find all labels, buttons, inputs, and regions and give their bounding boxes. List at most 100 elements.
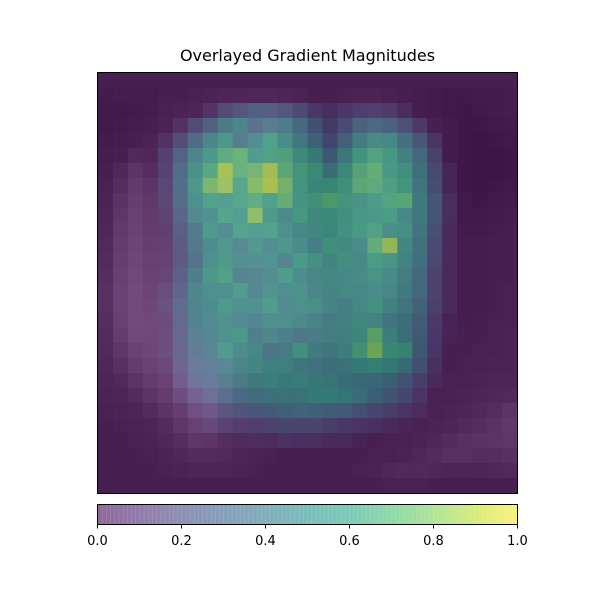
heatmap-cell xyxy=(472,343,488,359)
heatmap-cell xyxy=(337,268,353,284)
heatmap-cell xyxy=(397,163,413,179)
heatmap-cell xyxy=(112,343,129,359)
heatmap-cell xyxy=(442,178,458,194)
heatmap-cell xyxy=(262,418,279,434)
heatmap-cell xyxy=(157,463,174,479)
heatmap-cell xyxy=(307,208,324,224)
heatmap-cell xyxy=(322,268,339,284)
heatmap-cell xyxy=(307,313,324,329)
heatmap-cell xyxy=(127,73,144,89)
heatmap-cell xyxy=(217,193,234,209)
heatmap-cell xyxy=(337,343,353,359)
heatmap-cell xyxy=(98,283,114,299)
heatmap-cell xyxy=(232,358,249,374)
heatmap-cell xyxy=(322,478,339,494)
heatmap-cell xyxy=(307,268,324,284)
heatmap-cell xyxy=(142,88,159,104)
heatmap-cell xyxy=(98,223,114,239)
heatmap-cell xyxy=(322,403,339,419)
heatmap-cell xyxy=(442,163,458,179)
heatmap-cell xyxy=(502,193,518,209)
heatmap-cell xyxy=(352,253,368,269)
heatmap-cell xyxy=(232,343,249,359)
heatmap-cell xyxy=(217,148,234,164)
heatmap-cell xyxy=(382,163,398,179)
heatmap-cell xyxy=(307,373,324,389)
heatmap-cell xyxy=(457,238,473,254)
heatmap-cell xyxy=(262,328,279,344)
heatmap-cell xyxy=(187,313,204,329)
heatmap-cell xyxy=(98,193,114,209)
heatmap-cell xyxy=(112,298,129,314)
heatmap-cell xyxy=(277,163,294,179)
heatmap-cell xyxy=(262,448,279,464)
heatmap-cell xyxy=(487,388,503,404)
heatmap-cell xyxy=(307,358,324,374)
heatmap-cell xyxy=(487,148,503,164)
heatmap-cell xyxy=(442,118,458,134)
heatmap-cell xyxy=(352,433,368,449)
heatmap-cell xyxy=(457,478,473,494)
heatmap-cell xyxy=(127,403,144,419)
heatmap-cell xyxy=(172,403,189,419)
heatmap-cell xyxy=(352,283,368,299)
heatmap-cell xyxy=(382,253,398,269)
heatmap-cell xyxy=(292,253,309,269)
heatmap-cell xyxy=(172,433,189,449)
heatmap-cell xyxy=(442,103,458,119)
heatmap-cell xyxy=(277,208,294,224)
heatmap-cell xyxy=(367,388,383,404)
heatmap-cell xyxy=(487,73,503,89)
heatmap-cell xyxy=(427,223,443,239)
heatmap-cell xyxy=(247,388,264,404)
heatmap-cell xyxy=(427,163,443,179)
heatmap-cell xyxy=(232,403,249,419)
heatmap-cell xyxy=(352,88,368,104)
heatmap-cell xyxy=(502,283,518,299)
heatmap-cell xyxy=(397,463,413,479)
heatmap-cell xyxy=(307,73,324,89)
heatmap-cell xyxy=(217,223,234,239)
heatmap-cell xyxy=(472,103,488,119)
heatmap-cell xyxy=(397,118,413,134)
heatmap-cell xyxy=(292,433,309,449)
heatmap-cell xyxy=(292,103,309,119)
heatmap-cell xyxy=(157,208,174,224)
heatmap-cell xyxy=(457,268,473,284)
heatmap-cell xyxy=(397,418,413,434)
heatmap-cell xyxy=(442,133,458,149)
heatmap-cell xyxy=(202,358,219,374)
heatmap-cell xyxy=(127,253,144,269)
heatmap-cell xyxy=(277,358,294,374)
heatmap-cell xyxy=(142,73,159,89)
heatmap-cell xyxy=(382,88,398,104)
heatmap-cell xyxy=(382,133,398,149)
heatmap-cell xyxy=(98,268,114,284)
heatmap-cell xyxy=(217,118,234,134)
heatmap-cell xyxy=(382,448,398,464)
heatmap-cell xyxy=(292,133,309,149)
heatmap-cell xyxy=(457,298,473,314)
heatmap-cell xyxy=(337,328,353,344)
heatmap-cell xyxy=(472,193,488,209)
heatmap-cell xyxy=(382,358,398,374)
heatmap-cell xyxy=(337,148,353,164)
heatmap-cell xyxy=(202,238,219,254)
heatmap-cell xyxy=(112,88,129,104)
heatmap-cell xyxy=(277,118,294,134)
heatmap-cell xyxy=(277,193,294,209)
heatmap-cell xyxy=(247,463,264,479)
heatmap-cell xyxy=(307,133,324,149)
heatmap-cell xyxy=(502,223,518,239)
heatmap-cell xyxy=(142,433,159,449)
heatmap-cell xyxy=(397,148,413,164)
colorbar: 0.0 0.2 0.4 0.6 0.8 1.0 xyxy=(87,504,528,549)
heatmap-cell xyxy=(352,73,368,89)
heatmap-cell xyxy=(502,373,518,389)
heatmap-cell xyxy=(157,343,174,359)
heatmap-cell xyxy=(157,118,174,134)
heatmap-cell xyxy=(172,448,189,464)
heatmap-cell xyxy=(142,103,159,119)
heatmap-cell xyxy=(172,358,189,374)
heatmap-cell xyxy=(142,208,159,224)
